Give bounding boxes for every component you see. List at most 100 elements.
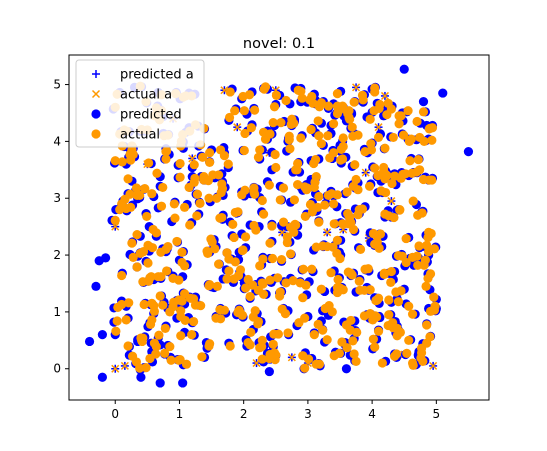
actual-point xyxy=(348,336,358,346)
actual-point xyxy=(342,187,352,197)
actual-point xyxy=(132,262,142,272)
actual-point xyxy=(370,163,380,173)
actual-point xyxy=(319,200,330,210)
actual-point xyxy=(398,130,409,140)
actual-point xyxy=(427,135,437,145)
actual-point xyxy=(309,158,319,169)
actual-point xyxy=(175,158,185,169)
actual-point xyxy=(370,239,380,249)
actual-point xyxy=(377,358,387,368)
actual-point xyxy=(151,341,161,352)
actual-point xyxy=(162,266,172,276)
actual-point xyxy=(328,119,339,129)
actual-point xyxy=(414,241,424,251)
actual-point xyxy=(357,204,368,214)
predicted-point xyxy=(264,366,274,377)
actual-point xyxy=(185,220,195,230)
actual-point xyxy=(225,341,235,351)
actual-point xyxy=(269,102,280,112)
actual-point xyxy=(197,152,208,162)
actual-point xyxy=(388,132,398,143)
actual-point xyxy=(354,276,364,286)
actual-point xyxy=(181,359,192,369)
actual-point xyxy=(309,182,319,193)
actual-point xyxy=(131,357,142,367)
actual-point xyxy=(305,199,316,210)
actual-point xyxy=(229,232,239,243)
actual-point xyxy=(323,131,333,141)
actual-point xyxy=(160,323,170,333)
actual-point xyxy=(212,281,222,291)
actual-point xyxy=(147,189,157,199)
actual-point xyxy=(412,116,422,127)
actual-point xyxy=(117,199,127,209)
actual-point xyxy=(373,326,384,336)
predicted-point xyxy=(97,372,107,382)
actual-point xyxy=(144,158,154,168)
actual-point xyxy=(141,363,151,373)
actual-point xyxy=(151,228,161,238)
actual-a-point xyxy=(380,91,389,100)
actual-point xyxy=(423,232,433,243)
actual-point xyxy=(327,307,337,317)
actual-point xyxy=(427,123,438,133)
actual-point xyxy=(398,169,408,179)
actual-point xyxy=(264,180,274,190)
x-tick-label: 4 xyxy=(368,407,376,421)
actual-point xyxy=(257,278,267,288)
actual-point xyxy=(197,352,207,362)
actual-point xyxy=(276,118,286,128)
actual-point xyxy=(403,106,413,116)
actual-point xyxy=(379,166,389,176)
actual-point xyxy=(416,353,426,363)
actual-point xyxy=(313,319,323,330)
actual-point xyxy=(413,210,423,220)
actual-point xyxy=(336,155,346,165)
actual-point xyxy=(125,149,135,160)
actual-point xyxy=(427,175,437,185)
actual-point xyxy=(407,309,418,319)
actual-point xyxy=(172,236,182,247)
actual-point xyxy=(402,348,412,358)
actual-point xyxy=(342,343,352,353)
predicted-point xyxy=(341,364,352,374)
actual-point xyxy=(366,145,377,155)
actual-point xyxy=(208,170,218,180)
actual-point xyxy=(169,297,179,307)
actual-point xyxy=(375,229,386,239)
actual-point xyxy=(333,274,343,285)
actual-point xyxy=(245,340,255,350)
actual-point xyxy=(154,330,164,340)
actual-point xyxy=(335,253,345,264)
actual-point xyxy=(258,289,269,299)
actual-point xyxy=(204,193,214,203)
actual-point xyxy=(161,244,171,254)
actual-point xyxy=(238,245,248,255)
actual-point xyxy=(289,118,299,128)
actual-point xyxy=(393,297,404,307)
actual-point xyxy=(276,255,287,265)
actual-point xyxy=(322,335,332,345)
actual-point xyxy=(169,199,179,209)
actual-point xyxy=(296,133,306,143)
actual-point xyxy=(283,328,293,338)
actual-point xyxy=(187,330,197,340)
actual-point xyxy=(311,172,321,182)
actual-point xyxy=(123,174,133,184)
actual-point xyxy=(110,156,120,166)
plot-frame xyxy=(68,54,490,401)
actual-point xyxy=(184,182,194,193)
actual-a-point xyxy=(287,353,296,362)
actual-point xyxy=(423,273,433,283)
actual-point xyxy=(344,211,354,222)
actual-point xyxy=(349,349,359,359)
x-tick-label: 2 xyxy=(240,407,248,421)
actual-point xyxy=(253,319,263,329)
actual-point xyxy=(284,135,294,145)
actual-point xyxy=(123,341,133,351)
actual-point xyxy=(306,124,316,135)
actual-point xyxy=(422,320,432,330)
y-tick-label: 0 xyxy=(53,362,61,376)
actual-point xyxy=(351,356,361,366)
